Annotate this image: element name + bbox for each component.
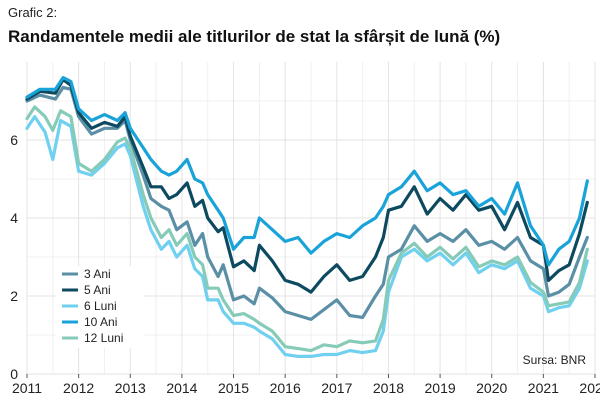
series-lines — [25, 76, 589, 358]
x-tick-label: 2022 — [579, 380, 600, 396]
y-tick-label: 4 — [10, 210, 18, 226]
series-line — [25, 115, 589, 358]
series-line — [25, 105, 589, 353]
series-line — [25, 85, 589, 321]
x-tick-label: 2021 — [528, 380, 559, 396]
legend-label: 5 Ani — [84, 283, 111, 297]
legend-label: 6 Luni — [84, 299, 117, 313]
x-tick-label: 2016 — [270, 380, 301, 396]
x-tick-label: 2013 — [115, 380, 146, 396]
legend: 3 Ani 5 Ani 6 Luni 10 Ani 12 Luni — [62, 267, 123, 345]
y-tick-label: 0 — [10, 366, 18, 382]
x-tick-label: 2012 — [63, 380, 94, 396]
y-tick-label: 2 — [10, 288, 18, 304]
x-tick-label: 2019 — [425, 380, 456, 396]
axes: 2011 2012 2013 2014 2015 2016 2017 2018 2019 2020… — [10, 132, 600, 396]
x-tick-label: 2011 — [12, 380, 42, 396]
x-tick-label: 2020 — [476, 380, 507, 396]
x-tick-label: 2017 — [321, 380, 352, 396]
legend-label: 10 Ani — [84, 315, 117, 329]
y-tick-label: 6 — [10, 132, 18, 148]
chart-title: Randamentele medii ale titlurilor de sta… — [8, 27, 500, 46]
x-tick-label: 2015 — [218, 380, 249, 396]
series-line — [25, 78, 589, 294]
x-tick-label: 2018 — [373, 380, 404, 396]
legend-label: 3 Ani — [84, 267, 111, 281]
series-line — [25, 76, 589, 267]
x-tick-label: 2014 — [166, 380, 197, 396]
legend-label: 12 Luni — [84, 331, 123, 345]
source-note: Sursa: BNR — [523, 353, 587, 367]
chart-subtitle: Grafic 2: — [8, 5, 57, 20]
